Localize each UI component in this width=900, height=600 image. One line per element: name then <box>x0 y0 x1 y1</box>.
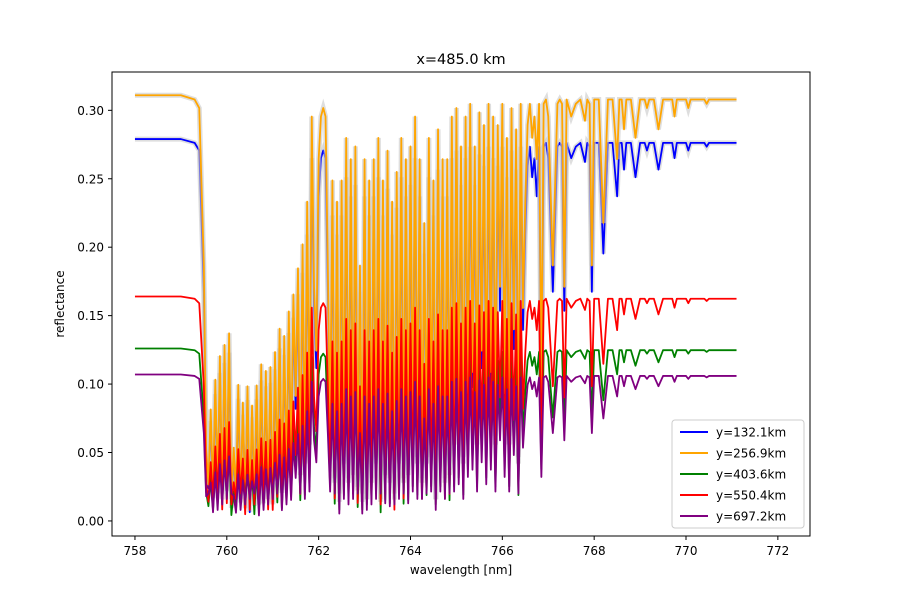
legend-label: y=550.4km <box>716 489 786 503</box>
series-line-5 <box>134 373 737 517</box>
x-axis-label: wavelength [nm] <box>410 563 512 577</box>
y-tick-label: 0.20 <box>77 241 104 255</box>
plot-area <box>134 91 737 517</box>
x-tick-label: 762 <box>307 544 330 558</box>
x-tick-label: 770 <box>675 544 698 558</box>
legend-label: y=403.6km <box>716 468 786 482</box>
x-tick-label: 768 <box>583 544 606 558</box>
legend-label: y=256.9km <box>716 447 786 461</box>
y-tick-label: 0.05 <box>77 446 104 460</box>
x-tick-label: 764 <box>399 544 422 558</box>
chart-title: x=485.0 km <box>416 52 505 68</box>
y-tick-label: 0.10 <box>77 378 104 392</box>
y-axis-label: reflectance <box>53 270 67 337</box>
y-tick-label: 0.25 <box>77 172 104 186</box>
x-tick-label: 760 <box>215 544 238 558</box>
axes-frame <box>111 71 811 537</box>
legend-box <box>671 419 805 529</box>
y-tick-label: 0.00 <box>77 514 104 528</box>
x-tick-label: 766 <box>491 544 514 558</box>
legend-label: y=697.2km <box>716 510 786 524</box>
legend-label: y=132.1km <box>716 426 786 440</box>
y-tick-label: 0.30 <box>77 104 104 118</box>
legend: y=132.1km y=256.9km y=403.6km y=550.4km y=69… <box>671 419 805 529</box>
x-tick-label: 758 <box>124 544 147 558</box>
y-tick-label: 0.15 <box>77 309 104 323</box>
series-line-2 <box>134 94 737 510</box>
x-tick-label: 772 <box>766 544 789 558</box>
axes: 758 760 762 764 766 768 770 772 0.00 0.05 0.10 0.15… <box>77 71 811 558</box>
